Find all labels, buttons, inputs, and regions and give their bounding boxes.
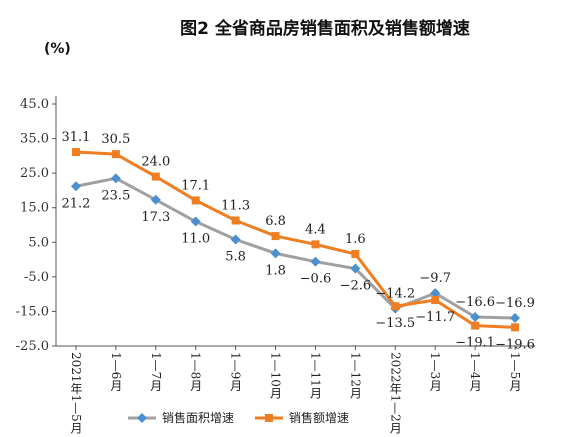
y-tick-label: 35.0 bbox=[20, 132, 49, 147]
data-label-area: 21.2 bbox=[61, 196, 90, 211]
data-point-sales bbox=[71, 148, 80, 157]
data-label-sales: −11.7 bbox=[415, 310, 455, 325]
x-tick-label: 1—11月 bbox=[308, 352, 322, 399]
data-labels-layer: 21.223.517.311.05.81.8−0.6 −2.6−14.2−9.7−… bbox=[61, 130, 534, 352]
x-tick-label: 1—5月 bbox=[508, 352, 522, 392]
legend-label: 销售面积增速 bbox=[162, 410, 234, 425]
x-tick-label: 2022年1—2月 bbox=[388, 352, 402, 434]
x-tick-label: 1—4月 bbox=[468, 352, 482, 392]
data-point-sales bbox=[191, 196, 200, 205]
data-label-area: −2.6 bbox=[340, 279, 372, 294]
series-layer bbox=[70, 148, 521, 332]
y-tick-label: -15.0 bbox=[16, 304, 49, 319]
data-point-sales bbox=[471, 321, 480, 330]
data-label-sales: 6.8 bbox=[265, 214, 286, 229]
data-point-sales bbox=[431, 296, 440, 305]
data-label-area: 23.5 bbox=[101, 188, 130, 203]
y-tick-label: -25.0 bbox=[16, 339, 49, 354]
x-tick-label: 1—6月 bbox=[109, 352, 123, 392]
axes: 45.0 35.0 25.0 15.0 5.0 -5.0 -15.0 -25.0 2021年1—… bbox=[16, 96, 535, 434]
data-label-sales: 24.0 bbox=[141, 155, 170, 170]
data-point-area bbox=[310, 256, 321, 267]
data-point-sales bbox=[151, 172, 160, 181]
data-point-sales bbox=[511, 323, 520, 332]
x-tick-label: 1—12月 bbox=[348, 352, 362, 399]
x-tick-label: 1—9月 bbox=[229, 352, 243, 392]
x-tick-label: 1—3月 bbox=[428, 352, 442, 392]
chart-title: 图2 全省商品房销售面积及销售额增速 bbox=[180, 18, 470, 39]
y-tick-label: 5.0 bbox=[28, 235, 49, 250]
data-label-sales: 4.4 bbox=[305, 222, 326, 237]
data-label-area: −9.7 bbox=[419, 271, 451, 286]
data-point-sales bbox=[391, 302, 400, 311]
data-label-area: −14.2 bbox=[375, 287, 415, 302]
data-label-sales: −19.1 bbox=[455, 336, 495, 351]
data-label-sales: 1.6 bbox=[345, 232, 366, 247]
data-point-area bbox=[230, 234, 241, 245]
data-label-area: 11.0 bbox=[181, 232, 210, 247]
data-label-area: −16.6 bbox=[455, 295, 495, 310]
data-label-sales: −13.5 bbox=[375, 316, 415, 331]
legend-label: 销售额增速 bbox=[289, 410, 349, 425]
data-label-sales: 31.1 bbox=[61, 130, 90, 145]
data-point-area bbox=[150, 194, 161, 205]
y-tick-label: 15.0 bbox=[20, 201, 49, 216]
data-label-area: −0.6 bbox=[300, 272, 332, 287]
legend-marker-diamond bbox=[137, 413, 147, 423]
x-tick-label: 1—7月 bbox=[149, 352, 163, 392]
y-tick-label: 45.0 bbox=[20, 97, 49, 112]
x-tick-label: 2021年1—5月 bbox=[69, 352, 83, 434]
data-label-sales: 11.3 bbox=[221, 199, 250, 214]
data-label-sales: 17.1 bbox=[181, 178, 210, 193]
y-tick-label: -5.0 bbox=[24, 270, 49, 285]
data-point-sales bbox=[271, 232, 280, 241]
data-point-sales bbox=[111, 150, 120, 159]
data-label-sales: −19.6 bbox=[495, 337, 535, 352]
data-point-area bbox=[270, 248, 281, 259]
data-point-area bbox=[110, 173, 121, 184]
data-label-area: 17.3 bbox=[141, 210, 170, 225]
data-point-area bbox=[510, 312, 521, 323]
legend-marker-square bbox=[265, 414, 273, 422]
series-line-sales bbox=[75, 150, 516, 329]
data-point-sales bbox=[311, 240, 320, 249]
data-point-area bbox=[470, 311, 481, 322]
data-point-sales bbox=[351, 250, 360, 259]
data-point-area bbox=[430, 288, 441, 299]
data-label-area: −16.9 bbox=[495, 296, 535, 311]
data-point-sales bbox=[231, 216, 240, 225]
x-tick-label: 1—8月 bbox=[189, 352, 203, 392]
y-tick-label: 25.0 bbox=[20, 166, 49, 181]
data-point-area bbox=[350, 263, 361, 274]
y-axis-unit: (%) bbox=[44, 41, 71, 57]
data-point-area bbox=[190, 216, 201, 227]
data-label-sales: 30.5 bbox=[101, 132, 130, 147]
data-point-area bbox=[70, 181, 81, 192]
legend: 销售面积增速 销售额增速 bbox=[128, 410, 349, 425]
series-line-area bbox=[75, 176, 516, 320]
data-label-area: 1.8 bbox=[265, 263, 286, 278]
data-label-area: 5.8 bbox=[225, 250, 246, 265]
x-tick-label: 1—10月 bbox=[269, 352, 283, 399]
